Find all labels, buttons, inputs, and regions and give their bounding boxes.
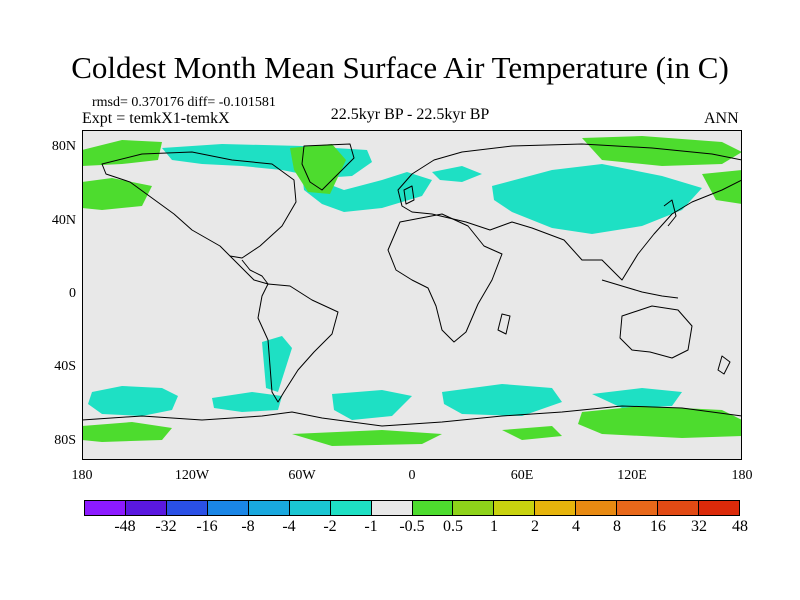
- colorbar-swatch: [617, 501, 659, 515]
- coastline-north-america: [101, 151, 297, 259]
- y-axis-label: 40N: [51, 212, 76, 228]
- temperature-map: [82, 130, 742, 460]
- warm-anomaly-patch: [582, 136, 742, 166]
- colorbar-label: 1: [490, 518, 498, 535]
- warm-anomaly-patch: [292, 430, 442, 446]
- colorbar-swatch: [207, 501, 249, 515]
- cool-anomaly-patch: [492, 164, 702, 234]
- coastline-japan: [663, 199, 677, 227]
- coastline-australia: [619, 305, 693, 359]
- warm-anomaly-patch: [702, 170, 742, 204]
- coastline-greenland: [301, 143, 355, 191]
- colorbar-swatch: [125, 501, 167, 515]
- cool-anomaly-patch: [332, 390, 412, 420]
- colorbar-label: 16: [650, 518, 666, 535]
- warm-anomaly-patch: [502, 426, 562, 440]
- cool-anomaly-patch: [262, 336, 292, 392]
- coastlines: [82, 143, 742, 427]
- cool-anomaly-patch: [212, 392, 282, 412]
- colorbar-label: 32: [691, 518, 707, 535]
- colorbar-swatch: [166, 501, 208, 515]
- map-frame: [82, 130, 742, 460]
- cool-anomaly-patch: [88, 386, 178, 416]
- stats-label: rmsd= 0.370176 diff= -0.101581: [92, 95, 276, 110]
- colorbar-swatch: [248, 501, 290, 515]
- colorbar-label: -48: [114, 518, 136, 535]
- plot-title: Coldest Month Mean Surface Air Temperatu…: [71, 50, 729, 85]
- warm-anomaly-patch: [82, 140, 162, 166]
- colorbar-label: 0.5: [443, 518, 463, 535]
- x-axis-label: 120E: [617, 468, 647, 483]
- colorbar-swatch: [576, 501, 618, 515]
- colorbar-label: -1: [364, 518, 378, 535]
- coastline-new-zealand: [717, 355, 731, 375]
- y-axis-label: 80S: [54, 432, 76, 448]
- x-axis-label: 180: [71, 468, 93, 483]
- colorbar-label: -0.5: [399, 518, 425, 535]
- colorbar: [84, 500, 740, 516]
- warm-anomaly-patch: [290, 144, 346, 194]
- period-label: 22.5kyr BP - 22.5kyr BP: [330, 106, 490, 123]
- warm-anomaly-patch: [82, 178, 152, 210]
- colorbar-swatch: [330, 501, 372, 515]
- colorbar-label: 4: [572, 518, 580, 535]
- warm-anomaly-patch: [578, 406, 742, 438]
- x-axis-label: 60W: [288, 468, 316, 483]
- colorbar-label: 48: [732, 518, 748, 535]
- coastline-eurasia: [397, 143, 742, 281]
- warm-anomaly-patch: [82, 422, 172, 442]
- coastline-antarctica: [82, 405, 742, 427]
- experiment-label: Expt = temkX1-temkX: [82, 110, 230, 127]
- colorbar-label: 8: [613, 518, 621, 535]
- colorbar-swatch: [535, 501, 577, 515]
- coastline-indonesia: [601, 279, 679, 299]
- y-axis-label: 80N: [51, 139, 76, 155]
- anomaly-patches: [82, 136, 742, 446]
- coastline-madagascar: [497, 313, 511, 335]
- colorbar-swatch: [85, 501, 126, 515]
- colorbar-swatch: [494, 501, 536, 515]
- x-axis-label: 60E: [510, 468, 534, 483]
- colorbar-swatch: [453, 501, 495, 515]
- season-label: ANN: [704, 110, 739, 127]
- x-axis-label: 120W: [174, 468, 210, 483]
- x-axis-label: 0: [408, 468, 416, 483]
- y-axis-label: 40S: [54, 359, 76, 375]
- colorbar-label: -32: [155, 518, 177, 535]
- colorbar-label: -2: [323, 518, 337, 535]
- coastline-south-america: [257, 283, 339, 403]
- colorbar-swatch: [658, 501, 700, 515]
- cool-anomaly-patch: [442, 384, 562, 416]
- y-axis-label: 0: [69, 286, 76, 301]
- colorbar-swatch: [289, 501, 331, 515]
- colorbar-label: -8: [241, 518, 255, 535]
- colorbar-label: -16: [196, 518, 218, 535]
- colorbar-swatch: [412, 501, 454, 515]
- cool-anomaly-patch: [302, 172, 432, 212]
- cool-anomaly-patch: [432, 166, 482, 182]
- colorbar-swatch: [371, 501, 413, 515]
- colorbar-swatch: [699, 501, 739, 515]
- coastline-africa: [387, 213, 503, 343]
- colorbar-label: 2: [531, 518, 539, 535]
- x-axis-label: 180: [731, 468, 753, 483]
- coastline-uk: [403, 185, 415, 205]
- colorbar-label: -4: [282, 518, 296, 535]
- cool-anomaly-patch: [592, 388, 682, 408]
